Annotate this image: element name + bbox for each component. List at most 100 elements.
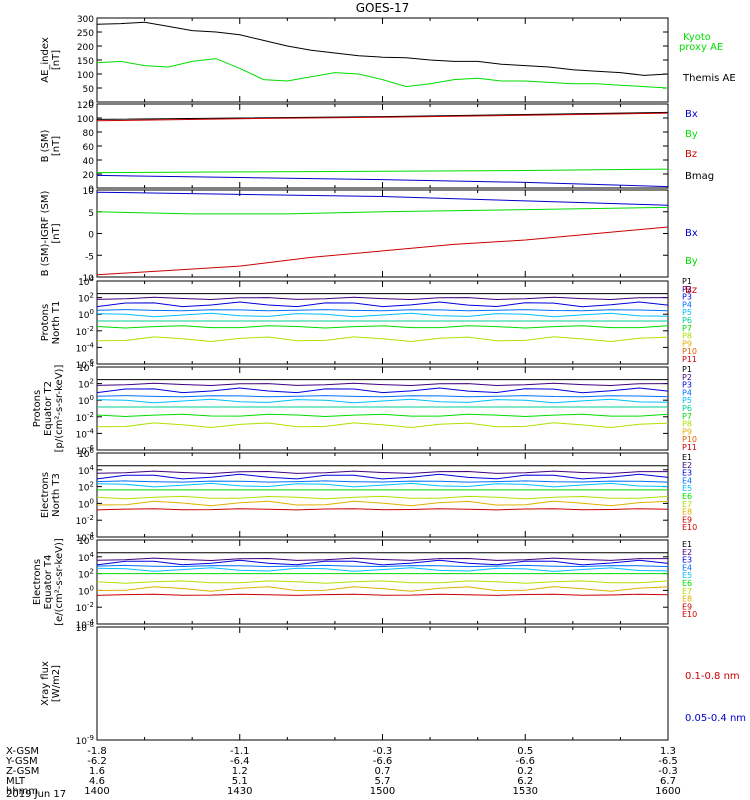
y-tick-label: 80 (83, 129, 95, 139)
legend-e3: E3 (682, 556, 692, 565)
y-tick-label: 100 (78, 584, 94, 597)
legend-by: By (685, 256, 698, 267)
legend-e6: E6 (682, 492, 692, 501)
legend-bz: Bz (685, 149, 697, 160)
y-axis-label: B (SM) (40, 129, 51, 162)
legend-p5: P5 (682, 308, 692, 317)
y-axis-label: Electrons (40, 472, 51, 518)
y-tick-label: 0 (88, 185, 94, 195)
y-tick-label: 106 (78, 447, 94, 460)
panel-frame-1 (96, 17, 669, 103)
x-tick-label: 1600 (655, 786, 680, 797)
y-tick-label: 102 (78, 481, 94, 494)
legend-0-05-0-4-nm: 0.05-0.4 nm (685, 713, 746, 724)
legend-by: By (685, 129, 698, 140)
y-tick-label: 0 (88, 99, 94, 109)
legend-p4: P4 (682, 300, 692, 309)
legend-bmag: Bmag (685, 171, 714, 182)
series-line-bmag (96, 111, 669, 120)
x-tick-label: -0.3 (658, 766, 678, 777)
x-tick-label: -6.5 (658, 756, 678, 767)
series-line-kyoto-proxy-ae (96, 58, 669, 89)
y-tick-label: 50 (83, 85, 95, 95)
series-line-by (96, 168, 669, 174)
series-line-by (96, 206, 669, 215)
x-tick-label: -6.4 (230, 756, 250, 767)
y-axis-label: Equator T4 (43, 555, 54, 610)
y-axis-label: [p/(cm²-s-sr-keV)] (54, 365, 65, 453)
series-line-e8 (96, 586, 669, 592)
y-axis-label: [nT] (51, 223, 62, 243)
legend-e8: E8 (682, 595, 692, 604)
legend-p2: P2 (682, 285, 692, 294)
legend-e3: E3 (682, 469, 692, 478)
series-line-p3 (96, 301, 669, 308)
legend-p7: P7 (682, 324, 692, 333)
y-tick-label: 10-9 (76, 734, 94, 747)
legend-p3: P3 (682, 293, 692, 302)
x-tick-label: 0.2 (517, 766, 533, 777)
y-tick-label: 10-2 (76, 601, 94, 614)
x-tick-label: -6.6 (373, 756, 393, 767)
series-line-e3 (96, 559, 669, 566)
y-axis-label: [e/(cm²-s-sr-keV)] (54, 538, 65, 626)
legend-e7: E7 (682, 587, 692, 596)
y-tick-label: 60 (83, 143, 95, 153)
y-tick-label: 100 (78, 308, 94, 321)
series-line-bz (96, 226, 669, 276)
series-line-e2 (96, 470, 668, 475)
legend-p8: P8 (682, 332, 692, 341)
legend-bz: Bz (685, 285, 697, 296)
legend-p1: P1 (682, 365, 692, 374)
y-tick-label: 100 (78, 394, 94, 407)
series-line-p5 (96, 312, 669, 318)
y-tick-label: 10-2 (76, 411, 94, 424)
y-tick-label: 5 (88, 209, 94, 219)
y-tick-label: 300 (77, 15, 94, 25)
legend-e2: E2 (682, 548, 692, 557)
series-line-p2 (96, 382, 669, 387)
date-label: 2019 Jun 17 (6, 789, 66, 800)
legend-p9: P9 (682, 339, 692, 348)
x-tick-label: 1500 (370, 786, 395, 797)
legend-themis-ae: Themis AE (682, 73, 736, 84)
y-tick-label: 10 (83, 187, 95, 197)
y-tick-label: 10-6 (76, 444, 95, 457)
legend-e5: E5 (682, 571, 692, 580)
legend-e1: E1 (682, 453, 692, 462)
y-axis-label: B (SM)-IGRF (SM) (40, 191, 51, 277)
legend-e8: E8 (682, 508, 692, 517)
series-line-e8 (96, 500, 669, 507)
series-line-e5 (96, 567, 669, 572)
x-tick-label: -6.6 (515, 756, 535, 767)
y-tick-label: 10-2 (76, 514, 94, 527)
legend-p6: P6 (682, 404, 692, 413)
series-line-p7 (96, 325, 669, 329)
series-line-p4 (96, 395, 669, 398)
legend-0-1-0-8-nm: 0.1-0.8 nm (685, 671, 740, 682)
x-tick-label: 6.7 (660, 776, 676, 787)
legend-p5: P5 (682, 396, 692, 405)
series-line-p2 (96, 296, 669, 301)
series-line-bz (96, 112, 669, 122)
y-tick-label: 102 (78, 568, 94, 581)
y-tick-label: 102 (78, 292, 94, 305)
series-line-bx (96, 191, 669, 206)
panel-frame-8 (96, 626, 669, 741)
legend-kyoto-proxy-ae: Kyoto (683, 32, 711, 43)
y-axis-label: AE_index (40, 37, 51, 83)
y-tick-label: 100 (77, 71, 94, 81)
x-tick-label: 1400 (84, 786, 109, 797)
legend-p6: P6 (682, 316, 692, 325)
series-line-e2 (96, 557, 668, 562)
series-line-e4 (96, 564, 669, 568)
x-tick-label: 1.6 (89, 766, 105, 777)
legend-p7: P7 (682, 412, 692, 421)
legend-e4: E4 (682, 476, 692, 485)
x-axis-row-label: X-GSM (6, 746, 39, 757)
legend-bx: Bx (685, 109, 698, 120)
legend-p4: P4 (682, 388, 692, 397)
x-tick-label: -0.3 (373, 746, 393, 757)
x-tick-label: -1.1 (230, 746, 250, 757)
